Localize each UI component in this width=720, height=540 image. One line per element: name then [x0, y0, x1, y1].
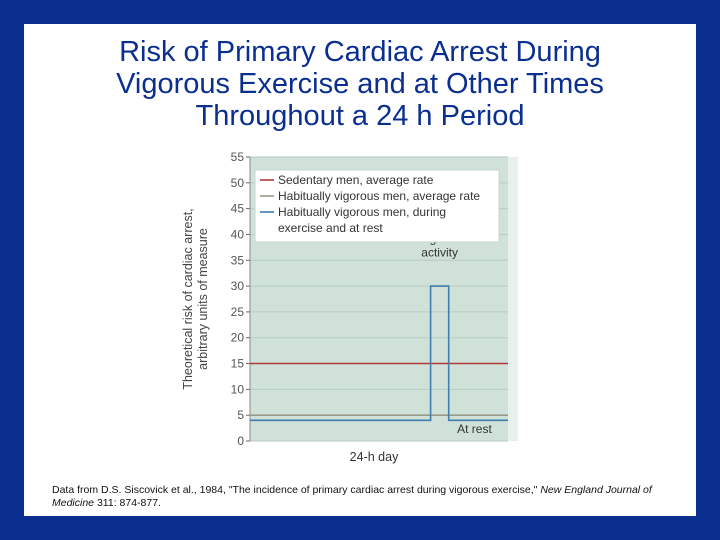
annotation-line: At rest [457, 422, 492, 436]
y-tick-label: 0 [237, 434, 244, 448]
y-tick-label: 10 [231, 382, 245, 396]
title-line: Vigorous Exercise and at Other Times [116, 68, 604, 100]
annotation-line: activity [421, 245, 458, 259]
y-tick-label: 50 [231, 176, 245, 190]
citation-volume: 311: 874-877. [94, 497, 161, 509]
citation: Data from D.S. Siscovick et al., 1984, "… [52, 484, 672, 510]
legend-entry: Sedentary men, average rate [278, 173, 434, 187]
y-tick-label: 35 [231, 253, 245, 267]
slide: Risk of Primary Cardiac Arrest During Vi… [24, 24, 696, 516]
citation-journal: New England Journal of Medicine [52, 484, 652, 509]
slide-title: Risk of Primary Cardiac Arrest During Vi… [24, 36, 696, 132]
legend-box [254, 169, 500, 243]
series-line-3 [250, 285, 508, 422]
y-axis-label-line: Theoretical risk of cardiac arrest, [181, 208, 195, 389]
y-tick-label: 40 [231, 227, 245, 241]
legend-entry: Habitually vigorous men, average rate [278, 189, 480, 203]
y-tick-label: 5 [237, 408, 244, 422]
legend-entry: exercise and at rest [278, 221, 383, 235]
title-line: Throughout a 24 h Period [195, 100, 525, 132]
legend-entry: Habitually vigorous men, during [278, 205, 446, 219]
risk-chart: 0 5 10 15 20 25 30 35 40 45 50 55 Theoretical risk o… [181, 150, 518, 464]
plot-edge-shade [508, 157, 518, 441]
legend: Sedentary men, average rate Habitually vi… [254, 169, 500, 243]
y-tick-label: 25 [231, 305, 245, 319]
y-tick-label: 20 [231, 331, 245, 345]
y-axis-label-line: arbitrary units of measure [196, 228, 210, 370]
x-axis-label: 24-h day [350, 450, 399, 464]
y-tick-label: 55 [231, 150, 245, 164]
annotation: At rest [457, 422, 492, 436]
y-tick-label: 45 [231, 202, 245, 216]
title-line: Risk of Primary Cardiac Arrest During [119, 36, 601, 68]
y-axis-label: Theoretical risk of cardiac arrest,arbit… [181, 208, 210, 389]
y-tick-label: 30 [231, 279, 245, 293]
y-tick-label: 15 [231, 357, 245, 371]
citation-text: Data from D.S. Siscovick et al., 1984, "… [52, 484, 541, 496]
